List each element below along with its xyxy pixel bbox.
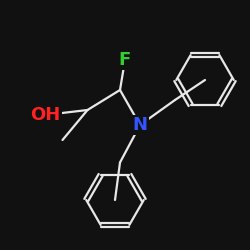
Text: N: N (132, 116, 148, 134)
Text: F: F (119, 51, 131, 69)
Text: OH: OH (30, 106, 60, 124)
